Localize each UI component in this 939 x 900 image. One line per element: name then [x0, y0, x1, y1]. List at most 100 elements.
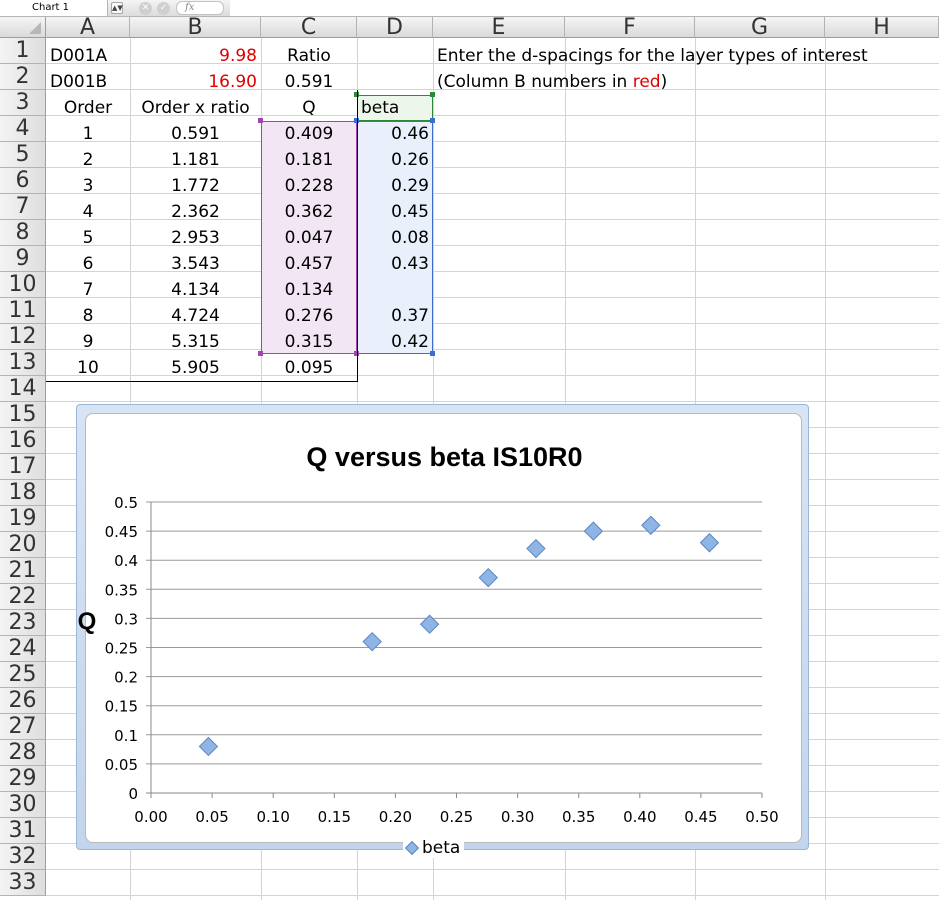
cell-d3[interactable]: beta [361, 98, 400, 118]
row-header-11[interactable]: 11 [0, 298, 46, 324]
row-header-20[interactable]: 20 [0, 532, 46, 558]
cell-d8[interactable]: 0.08 [391, 228, 429, 248]
range-handle[interactable] [354, 351, 359, 356]
chart-object[interactable]: Q versus beta IS10R0 Q 0 0.05 0.1 0.15 0.2 0.… [76, 404, 809, 858]
formula-input[interactable] [230, 0, 939, 16]
row-header-9[interactable]: 9 [0, 246, 46, 272]
row-header-3[interactable]: 3 [0, 90, 46, 116]
cell-b12[interactable]: 5.315 [171, 332, 220, 352]
row-header-15[interactable]: 15 [0, 402, 46, 428]
cell-d9[interactable]: 0.43 [391, 254, 429, 274]
cell-b10[interactable]: 4.134 [171, 280, 220, 300]
range-handle[interactable] [258, 118, 263, 123]
range-handle[interactable] [430, 92, 435, 97]
cell-c12[interactable]: 0.315 [284, 332, 334, 352]
cell-b7[interactable]: 2.362 [171, 202, 220, 222]
column-header-e[interactable]: E [433, 17, 565, 39]
insert-function-button[interactable]: fx [176, 1, 224, 15]
cell-b2[interactable]: 16.90 [208, 72, 257, 92]
row-header-22[interactable]: 22 [0, 584, 46, 610]
cell-d12[interactable]: 0.42 [391, 332, 429, 352]
row-header-19[interactable]: 19 [0, 506, 46, 532]
chart-area[interactable]: Q versus beta IS10R0 Q 0 0.05 0.1 0.15 0.2 0.… [78, 413, 803, 858]
cell-c7[interactable]: 0.362 [284, 202, 334, 222]
row-header-31[interactable]: 31 [0, 818, 46, 844]
range-handle[interactable] [430, 118, 435, 123]
cell-a9[interactable]: 6 [82, 254, 94, 274]
cell-a12[interactable]: 9 [82, 332, 94, 352]
row-header-32[interactable]: 32 [0, 844, 46, 870]
cell-a6[interactable]: 3 [82, 176, 94, 196]
range-handle[interactable] [258, 351, 263, 356]
row-header-21[interactable]: 21 [0, 558, 46, 584]
cell-e2[interactable]: (Column B numbers in red) [433, 69, 933, 95]
row-header-17[interactable]: 17 [0, 454, 46, 480]
cell-b9[interactable]: 3.543 [171, 254, 220, 274]
row-header-30[interactable]: 30 [0, 792, 46, 818]
cell-c8[interactable]: 0.047 [284, 228, 334, 248]
cell-b11[interactable]: 4.724 [171, 306, 220, 326]
row-header-5[interactable]: 5 [0, 142, 46, 168]
cell-c9[interactable]: 0.457 [284, 254, 334, 274]
y-axis-title[interactable]: Q [77, 608, 97, 635]
select-all-corner[interactable] [0, 17, 46, 38]
row-header-27[interactable]: 27 [0, 714, 46, 740]
chart-title[interactable]: Q versus beta IS10R0 [306, 442, 583, 472]
cell-d5[interactable]: 0.26 [391, 150, 429, 170]
cell-a4[interactable]: 1 [82, 124, 94, 144]
cell-a5[interactable]: 2 [82, 150, 94, 170]
cell-d4[interactable]: 0.46 [391, 124, 429, 144]
column-header-g[interactable]: G [695, 17, 825, 39]
column-header-h[interactable]: H [825, 17, 939, 39]
row-header-2[interactable]: 2 [0, 64, 46, 90]
cell-c5[interactable]: 0.181 [284, 150, 334, 170]
row-header-26[interactable]: 26 [0, 688, 46, 714]
row-header-4[interactable]: 4 [0, 116, 46, 142]
cell-b13[interactable]: 5.905 [171, 358, 220, 378]
cell-b5[interactable]: 1.181 [171, 150, 220, 170]
cell-c13[interactable]: 0.095 [284, 358, 334, 378]
row-header-8[interactable]: 8 [0, 220, 46, 246]
chart-legend[interactable]: beta [403, 838, 465, 858]
name-box[interactable]: Chart 1 [0, 0, 108, 16]
row-header-28[interactable]: 28 [0, 740, 46, 766]
cell-a1[interactable]: D001A [50, 46, 108, 66]
row-header-16[interactable]: 16 [0, 428, 46, 454]
cell-e1[interactable]: Enter the d-spacings for the layer types… [437, 46, 868, 66]
cell-b4[interactable]: 0.591 [171, 124, 220, 144]
cancel-entry-icon[interactable]: ✕ [139, 2, 152, 15]
row-header-10[interactable]: 10 [0, 272, 46, 298]
row-header-12[interactable]: 12 [0, 324, 46, 350]
cell-b6[interactable]: 1.772 [171, 176, 220, 196]
cell-b1[interactable]: 9.98 [219, 46, 257, 66]
column-header-f[interactable]: F [565, 17, 695, 39]
row-header-7[interactable]: 7 [0, 194, 46, 220]
cell-c4[interactable]: 0.409 [284, 124, 334, 144]
cell-b3[interactable]: Order x ratio [141, 98, 250, 118]
cell-c10[interactable]: 0.134 [284, 280, 334, 300]
row-header-13[interactable]: 13 [0, 350, 46, 376]
cell-a7[interactable]: 4 [82, 202, 94, 222]
row-header-14[interactable]: 14 [0, 376, 46, 402]
cell-a8[interactable]: 5 [82, 228, 94, 248]
range-handle[interactable] [354, 92, 359, 97]
range-handle[interactable] [354, 118, 359, 123]
row-header-18[interactable]: 18 [0, 480, 46, 506]
column-header-b[interactable]: B [130, 17, 261, 39]
cell-a13[interactable]: 10 [77, 358, 99, 378]
column-header-d[interactable]: D [357, 17, 433, 39]
column-header-a[interactable]: A [46, 17, 130, 39]
row-header-33[interactable]: 33 [0, 870, 46, 896]
cell-c3[interactable]: Q [302, 98, 316, 118]
cell-c1[interactable]: Ratio [287, 46, 331, 66]
cell-c11[interactable]: 0.276 [284, 306, 334, 326]
column-header-c[interactable]: C [261, 17, 357, 39]
cell-b8[interactable]: 2.953 [171, 228, 220, 248]
confirm-entry-icon[interactable]: ✓ [157, 2, 170, 15]
range-handle[interactable] [430, 351, 435, 356]
row-header-29[interactable]: 29 [0, 766, 46, 792]
cell-a10[interactable]: 7 [82, 280, 94, 300]
cell-a3[interactable]: Order [63, 98, 113, 118]
cell-c2[interactable]: 0.591 [284, 72, 334, 92]
plot-area[interactable]: 0 0.05 0.1 0.15 0.2 0.25 0.3 0.35 0.4 0.45 0.5 0.00… [86, 414, 803, 844]
